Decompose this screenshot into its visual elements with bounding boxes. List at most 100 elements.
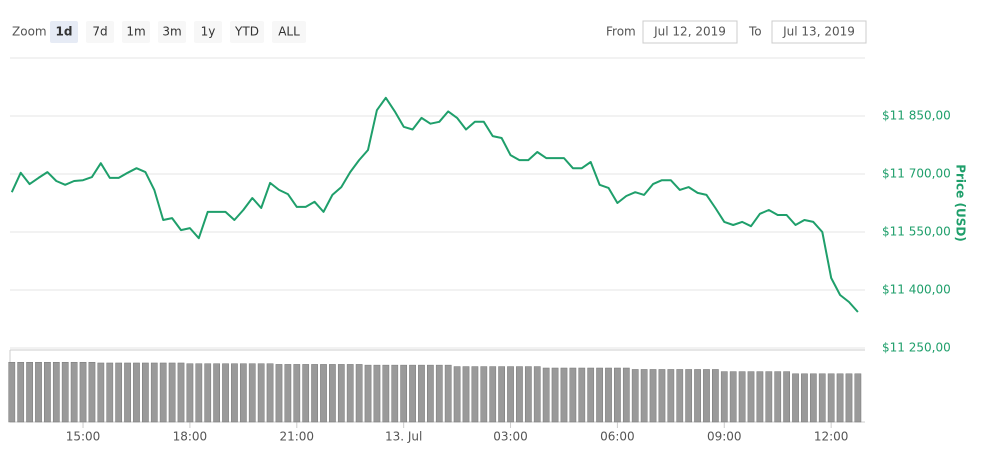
volume-bar <box>747 371 755 423</box>
volume-bar <box>8 361 16 423</box>
volume-bar <box>124 362 131 423</box>
volume-bar <box>115 362 123 423</box>
y-tick-label: $11 850,00 <box>882 109 951 123</box>
volume-bar <box>827 373 835 423</box>
volume-bar <box>88 361 96 423</box>
volume-bar <box>106 362 114 423</box>
x-tick-label: 13. Jul <box>385 430 422 444</box>
volume-bar <box>186 363 194 423</box>
volume-bar <box>801 373 808 423</box>
volume-bar <box>177 362 185 423</box>
volume-bar <box>17 361 25 423</box>
to-label: To <box>748 25 762 39</box>
volume-bar <box>26 361 33 423</box>
volume-bar <box>569 367 577 423</box>
zoom-button-label[interactable]: 1m <box>126 25 145 39</box>
volume-bar <box>231 363 238 423</box>
x-tick-label: 21:00 <box>279 430 314 444</box>
x-tick-label: 15:00 <box>66 430 101 444</box>
volume-bar <box>524 366 532 423</box>
volume-bar <box>418 364 425 423</box>
volume-bar <box>391 364 399 423</box>
zoom-button[interactable] <box>194 21 222 43</box>
volume-bar <box>462 366 470 423</box>
volume-bar <box>382 364 390 423</box>
volume-bar <box>622 367 630 423</box>
to-input[interactable] <box>771 20 867 44</box>
volume-bar <box>204 363 212 423</box>
volume-bar <box>703 369 710 423</box>
volume-bar <box>329 364 336 423</box>
volume-bar <box>783 371 790 423</box>
volume-bar <box>614 367 621 423</box>
volume-bar <box>337 364 345 423</box>
volume-bar <box>720 371 728 423</box>
zoom-button[interactable] <box>230 21 264 43</box>
volume-bar <box>471 366 479 423</box>
volume-bar <box>712 369 719 423</box>
from-value[interactable]: Jul 12, 2019 <box>653 25 726 39</box>
zoom-button-label[interactable]: 3m <box>162 25 181 39</box>
volume-bar <box>694 369 701 423</box>
to-value[interactable]: Jul 13, 2019 <box>782 25 855 39</box>
volume-bar <box>667 369 675 423</box>
volume-bar <box>480 366 488 423</box>
x-tick-label: 03:00 <box>493 430 528 444</box>
volume-bar <box>658 369 666 423</box>
volume-bar <box>142 362 149 423</box>
zoom-button-label[interactable]: 7d <box>92 25 107 39</box>
volume-bar <box>79 361 87 423</box>
zoom-button-label[interactable]: 1d <box>56 25 73 39</box>
zoom-label: Zoom <box>12 25 47 39</box>
y-tick-label: $11 700,00 <box>882 167 951 181</box>
volume-bar <box>516 366 523 423</box>
volume-bar <box>222 363 229 423</box>
x-tick-label: 09:00 <box>707 430 742 444</box>
volume-bar <box>373 364 381 423</box>
volume-bar <box>364 364 372 423</box>
volume-bar <box>631 369 639 423</box>
volume-bar <box>70 361 78 423</box>
volume-bar <box>435 364 443 423</box>
volume-bar <box>729 371 737 423</box>
volume-bar <box>596 367 603 423</box>
price-line <box>10 96 859 313</box>
volume-bar <box>836 373 844 423</box>
volume-bar <box>133 362 140 423</box>
zoom-button[interactable] <box>272 21 306 43</box>
volume-bar <box>444 364 452 423</box>
volume-bar <box>542 367 550 423</box>
volume-bar <box>578 367 586 423</box>
volume-bar <box>427 364 434 423</box>
volume-bar <box>640 369 648 423</box>
volume-bar <box>44 361 51 423</box>
volume-bar <box>266 363 274 423</box>
volume-bar <box>649 369 657 423</box>
y-tick-label: $11 250,00 <box>882 341 951 355</box>
from-label: From <box>606 25 636 39</box>
volume-bar <box>453 366 461 423</box>
volume-bar <box>756 371 764 423</box>
zoom-button[interactable] <box>86 21 114 43</box>
zoom-button[interactable] <box>50 21 78 43</box>
volume-bar <box>97 362 105 423</box>
zoom-button-label[interactable]: ALL <box>278 25 300 39</box>
volume-bar <box>248 363 256 423</box>
zoom-button-label[interactable]: YTD <box>234 25 259 39</box>
y-tick-label: $11 400,00 <box>882 283 951 297</box>
volume-bar <box>551 367 559 423</box>
volume-bar <box>605 367 612 423</box>
zoom-button-label[interactable]: 1y <box>201 25 216 39</box>
volume-bar <box>587 367 595 423</box>
volume-bar <box>52 361 60 423</box>
volume-bar <box>284 364 292 423</box>
zoom-button[interactable] <box>158 21 186 43</box>
from-input[interactable] <box>642 20 738 44</box>
volume-bar <box>293 364 301 423</box>
volume-bar <box>809 373 817 423</box>
zoom-button[interactable] <box>122 21 150 43</box>
volume-bar <box>774 371 782 423</box>
volume-bar <box>61 361 69 423</box>
x-tick-label: 18:00 <box>173 430 208 444</box>
